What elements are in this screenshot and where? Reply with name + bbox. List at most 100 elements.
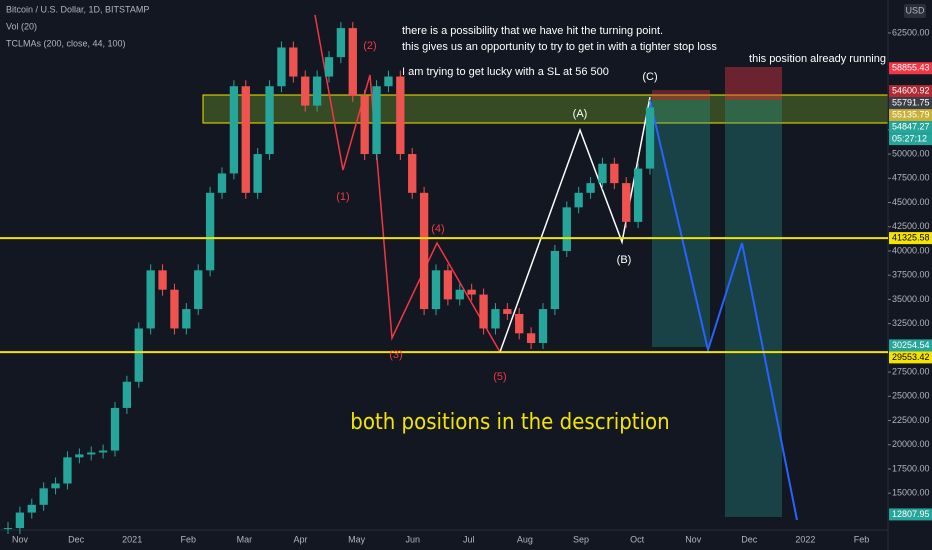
candle [39,488,48,505]
wave-label: (C) [642,71,657,83]
candle [289,47,298,77]
price-tag-label: 55135.79 [892,109,930,119]
x-tick-label: Mar [237,534,253,544]
y-tick-label: 25000.00 [892,391,930,401]
candle [122,381,132,408]
candle [27,504,36,513]
price-tag-label: 54847.27 [892,121,930,131]
candle [467,289,476,295]
x-tick-label: Dec [741,534,758,544]
annotation: I am trying to get lucky with a SL at 56… [402,66,609,78]
candle [324,57,334,77]
candle [182,309,191,329]
x-tick-label: Apr [293,534,307,544]
candle [51,483,60,489]
candle [301,76,310,106]
candle [538,309,548,343]
candle [384,76,393,87]
annotation: there is a possibility that we have hit … [402,25,663,37]
price-tag [889,351,932,364]
candle [205,192,215,271]
indicator: TCLMAs (200, close, 44, 100) [6,38,126,48]
x-tick-label: Dec [68,534,85,544]
candle [3,528,13,530]
candle [75,454,84,458]
price-tag-label: 05:27:12 [892,133,927,143]
candle [455,289,464,300]
candle [277,47,286,87]
y-tick-label: 32500.00 [892,318,930,328]
candle [98,450,108,453]
price-tag-label: 12807.95 [892,509,930,519]
price-tag [889,85,932,98]
annotation: this position already running [749,53,886,65]
candle [562,207,571,251]
candle [431,270,441,310]
x-tick-label: Sep [573,534,589,544]
wave-label: (2) [363,40,376,52]
target-zone [652,100,710,347]
candle [586,183,595,193]
y-tick-label: 62500.00 [892,27,930,37]
y-tick-label: 27500.00 [892,366,930,376]
marks [0,22,888,535]
price-tag [889,121,932,134]
y-tick-label: 37500.00 [892,270,930,280]
price-tag [889,508,932,521]
candle [633,168,643,222]
candle [15,512,25,529]
x-tick-label: Jul [463,534,475,544]
x-tick-label: Jun [405,534,420,544]
candle [360,95,369,155]
wave-label: (B) [617,254,632,266]
y-tick-label: 45000.00 [892,197,930,207]
stop-zone [725,67,782,100]
candle [265,86,274,155]
y-tick-label: 42500.00 [892,221,930,231]
y-tick-label: 22500.00 [892,415,930,425]
price-tag [889,97,932,110]
x-tick-label: May [348,534,366,544]
candle [194,270,203,310]
candle [63,457,72,484]
x-tick-label: Nov [12,534,29,544]
y-tick-label: 20000.00 [892,439,930,449]
wave-red [314,14,501,353]
overlays [0,0,889,550]
candle [491,309,500,329]
wave-label: (1) [336,191,349,203]
y-tick-label: 50000.00 [892,148,930,158]
title: Bitcoin / U.S. Dollar, 1D, BITSTAMP [6,4,149,14]
x-tick-label: Oct [630,534,645,544]
candle [526,333,536,343]
y-tick-label: 17500.00 [892,463,930,473]
price-tag-label: 30254.54 [892,340,930,350]
candle [253,154,262,193]
x-tick-label: Nov [685,534,702,544]
candle [87,452,96,455]
candle [336,28,346,58]
candle [241,86,250,193]
candle [170,289,179,329]
candle [515,313,524,334]
price-tag [889,133,932,146]
y-tick-label: 40000.00 [892,245,930,255]
y-tick-label: 35000.00 [892,294,930,304]
price-tag [889,62,932,75]
wave-label: (4) [431,223,444,235]
candle [419,192,429,310]
y-tick-label: 47500.00 [892,173,930,183]
price-tag-label: 41325.58 [892,232,930,242]
projection [649,99,798,521]
candle [645,107,655,169]
x-tick-label: Aug [517,534,533,544]
stop-zone [652,90,710,100]
wave-label: (5) [493,371,506,383]
y-tick-label: 15000.00 [892,488,930,498]
candle [598,163,607,184]
price-tag-label: 54600.92 [892,85,930,95]
candle [610,163,619,184]
currency: USD [905,5,925,15]
price-tag-label: 55791.75 [892,97,930,107]
